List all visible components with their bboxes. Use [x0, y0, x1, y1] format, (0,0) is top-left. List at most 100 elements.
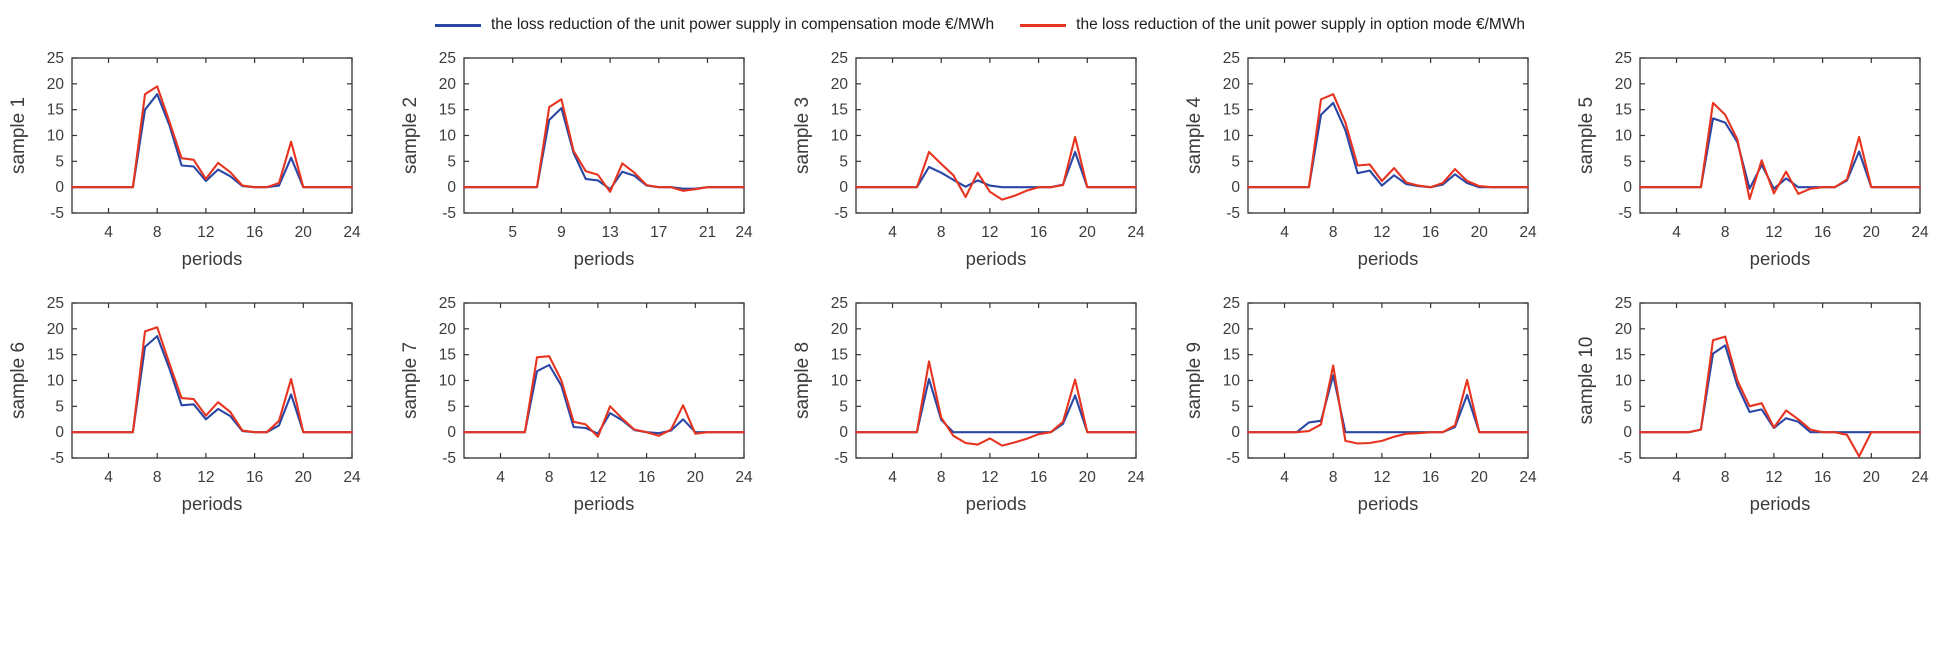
y-tick-label: 15 [439, 102, 456, 119]
x-tick-label: 20 [295, 469, 313, 486]
y-tick-label: 20 [47, 321, 65, 338]
x-tick-label: 8 [1721, 224, 1730, 241]
y-axis-label: sample 9 [1184, 342, 1205, 419]
y-tick-label: -5 [1618, 205, 1632, 222]
x-tick-label: 5 [508, 224, 517, 241]
y-tick-label: 0 [1623, 179, 1632, 196]
option-line [854, 360, 1138, 447]
x-tick-label: 20 [1079, 469, 1097, 486]
y-tick-label: 20 [1223, 76, 1241, 93]
y-axis-label: sample 10 [1576, 337, 1597, 425]
x-axis-label: periods [1750, 248, 1811, 269]
x-tick-label: 12 [981, 469, 998, 486]
y-tick-label: 20 [1615, 321, 1633, 338]
y-tick-label: 25 [47, 50, 64, 67]
y-tick-label: 10 [1615, 128, 1633, 145]
compensation-line [70, 335, 354, 434]
x-tick-label: 24 [1127, 224, 1145, 241]
x-tick-label: 16 [246, 469, 263, 486]
x-tick-label: 12 [981, 224, 998, 241]
x-tick-label: 4 [888, 224, 897, 241]
x-tick-label: 12 [589, 469, 606, 486]
y-tick-label: -5 [50, 205, 64, 222]
compensation-line [1638, 117, 1922, 190]
option-line [1246, 364, 1530, 445]
y-axis-label: sample 6 [8, 342, 29, 419]
y-tick-label: 10 [47, 128, 65, 145]
y-tick-label: 25 [1615, 295, 1632, 312]
axes-frame [463, 57, 745, 214]
legend: the loss reduction of the unit power sup… [0, 0, 1960, 46]
x-tick-label: 24 [1519, 469, 1537, 486]
x-tick-label: 20 [1471, 224, 1489, 241]
x-tick-label: 8 [937, 469, 946, 486]
x-tick-label: 8 [1329, 469, 1338, 486]
subplot-sample-9: 4 8 12 16 20 24 -5 0 5 10 15 20 25 sample 9 periods [1184, 295, 1537, 514]
legend-label-compensation: the loss reduction of the unit power sup… [490, 16, 995, 33]
y-tick-label: 25 [831, 50, 848, 67]
x-tick-label: 8 [545, 469, 554, 486]
y-tick-label: 10 [1615, 373, 1633, 390]
y-tick-label: 5 [447, 153, 456, 170]
x-tick-label: 16 [1814, 224, 1831, 241]
axes-frame [1247, 302, 1529, 459]
x-tick-label: 16 [1814, 469, 1831, 486]
x-tick-label: 8 [153, 224, 162, 241]
y-tick-label: 10 [1223, 373, 1241, 390]
axes-frame [1639, 57, 1921, 214]
y-tick-label: -5 [1226, 205, 1240, 222]
axes-frame [1247, 57, 1529, 214]
y-tick-label: 20 [1223, 321, 1241, 338]
y-tick-label: 5 [1623, 398, 1632, 415]
x-tick-label: 4 [1280, 469, 1289, 486]
y-tick-label: 10 [1223, 128, 1241, 145]
y-tick-label: 15 [831, 102, 848, 119]
y-axis-label: sample 1 [8, 97, 29, 174]
y-tick-label: 5 [839, 153, 848, 170]
y-tick-label: -5 [1226, 450, 1240, 467]
y-tick-label: 10 [439, 373, 457, 390]
y-tick-label: 5 [839, 398, 848, 415]
x-tick-label: 20 [295, 224, 313, 241]
x-tick-label: 4 [1280, 224, 1289, 241]
y-tick-label: 20 [1615, 76, 1633, 93]
y-tick-label: 10 [831, 128, 849, 145]
x-tick-label: 24 [1519, 224, 1537, 241]
y-tick-label: 0 [447, 424, 456, 441]
y-tick-label: 15 [47, 347, 64, 364]
y-tick-label: -5 [1618, 450, 1632, 467]
x-tick-label: 12 [1765, 469, 1782, 486]
x-tick-label: 4 [496, 469, 505, 486]
y-tick-label: 10 [439, 128, 457, 145]
y-tick-label: 15 [439, 347, 456, 364]
y-tick-label: 0 [55, 424, 64, 441]
x-tick-label: 12 [1373, 224, 1390, 241]
x-tick-label: 20 [1863, 224, 1881, 241]
chart-row-top: 4 8 12 16 20 24 -5 0 5 10 15 20 25 sample 1 periods 5 9 1… [0, 46, 1960, 291]
subplot-sample-8: 4 8 12 16 20 24 -5 0 5 10 15 20 25 sample 8 periods [792, 295, 1145, 514]
compensation-line [854, 377, 1138, 434]
y-tick-label: 25 [47, 295, 64, 312]
y-tick-label: 0 [447, 179, 456, 196]
y-tick-label: 5 [1231, 153, 1240, 170]
x-tick-label: 8 [937, 224, 946, 241]
y-tick-label: -5 [834, 450, 848, 467]
y-tick-label: 0 [55, 179, 64, 196]
x-tick-label: 12 [1765, 224, 1782, 241]
option-line [70, 326, 354, 434]
x-tick-label: 13 [601, 224, 618, 241]
x-tick-label: 16 [1030, 224, 1047, 241]
subplot-sample-4: 4 8 12 16 20 24 -5 0 5 10 15 20 25 sample 4 periods [1184, 50, 1537, 269]
y-tick-label: 15 [1223, 347, 1240, 364]
y-tick-label: 0 [839, 179, 848, 196]
y-axis-label: sample 2 [400, 97, 421, 174]
x-tick-label: 4 [104, 224, 113, 241]
y-tick-label: 0 [1231, 424, 1240, 441]
x-tick-label: 16 [638, 469, 655, 486]
x-tick-label: 12 [197, 469, 214, 486]
subplot-sample-6: 4 8 12 16 20 24 -5 0 5 10 15 20 25 sample 6 periods [8, 295, 361, 514]
x-axis-label: periods [574, 248, 635, 269]
x-tick-label: 8 [153, 469, 162, 486]
legend-item-compensation: the loss reduction of the unit power sup… [434, 16, 995, 34]
